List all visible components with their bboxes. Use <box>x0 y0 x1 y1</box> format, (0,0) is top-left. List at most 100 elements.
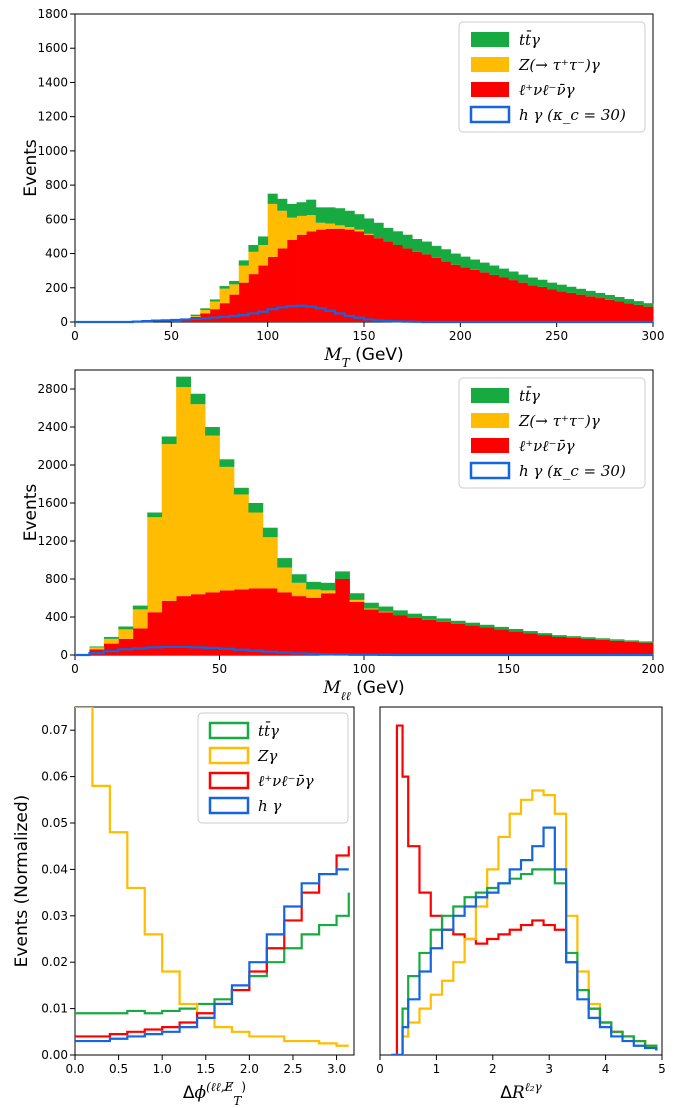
bar-ttgamma <box>595 638 611 640</box>
bar-wwgamma <box>219 303 230 322</box>
y-tick-label: 200 <box>45 281 68 295</box>
legend-swatch <box>471 438 509 453</box>
bar-ttgamma <box>238 260 249 266</box>
bar-wwgamma <box>402 248 413 322</box>
bar-ttgamma <box>450 620 466 624</box>
bar-wwgamma <box>103 643 119 655</box>
bar-wwgamma <box>171 321 182 322</box>
bar-wwgamma <box>547 289 558 322</box>
legend-label: h γ (κ_c = 30) <box>519 106 626 124</box>
bar-ttgamma <box>465 622 480 626</box>
x-tick-label: 50 <box>212 662 227 676</box>
chart-mt: 0 50 100 150 200 250 300 0 200 400 600 800 1000 1200 1… <box>21 7 664 370</box>
bar-wwgamma <box>527 285 538 322</box>
bar-wwgamma <box>494 629 509 655</box>
legend-swatch <box>208 796 250 815</box>
legend-swatch <box>471 32 509 47</box>
x-tick-label: 250 <box>545 329 568 343</box>
bar-ttgamma <box>383 227 394 242</box>
y-tick-label: 1000 <box>37 144 68 158</box>
plot-frame <box>379 706 663 1056</box>
bar-ttgamma <box>508 628 524 632</box>
bar-wwgamma <box>518 282 529 322</box>
bar-wwgamma <box>344 229 355 322</box>
line-hgamma <box>75 868 349 1043</box>
bar-ttgamma <box>547 282 558 290</box>
y-tick-label: 0.01 <box>41 1002 68 1016</box>
bar-zgamma <box>229 284 240 295</box>
bar-wwgamma <box>306 231 317 322</box>
bar-wwgamma <box>205 592 220 655</box>
y-tick-label: 0.00 <box>41 1048 68 1062</box>
bar-wwgamma <box>436 621 452 655</box>
bar-zgamma <box>161 444 177 601</box>
bar-zgamma <box>364 608 379 610</box>
legend-label: tt̄γ <box>519 387 540 405</box>
bar-wwgamma <box>450 623 466 655</box>
bar-wwgamma <box>248 274 259 322</box>
bar-wwgamma <box>364 234 375 322</box>
bar-ttgamma <box>277 558 293 568</box>
bar-wwgamma <box>508 631 524 655</box>
x-tick-label: 3 <box>545 1062 553 1076</box>
bar-zgamma <box>267 203 278 257</box>
y-tick-label: 1600 <box>37 496 68 510</box>
bar-ttgamma <box>354 214 365 230</box>
bar-ttgamma <box>325 207 336 224</box>
y-tick-label: 1600 <box>37 41 68 55</box>
bar-wwgamma <box>556 291 567 322</box>
bar-ttgamma <box>638 641 654 643</box>
bar-wwgamma <box>609 640 625 655</box>
bar-ttgamma <box>219 286 230 289</box>
y-tick-label: 0.04 <box>41 862 68 876</box>
bar-ttgamma <box>267 193 278 204</box>
x-axis-label: MT (GeV) <box>323 345 403 370</box>
bar-wwgamma <box>595 298 606 322</box>
bar-ttgamma <box>103 636 119 639</box>
bar-zgamma <box>306 589 322 598</box>
bar-ttgamma <box>344 210 355 228</box>
bar-ttgamma <box>205 427 220 436</box>
bar-zgamma <box>335 225 346 229</box>
y-tick-label: 2000 <box>37 458 68 472</box>
x-tick-label: 50 <box>164 329 179 343</box>
overlay-line-h-gamma <box>75 304 653 324</box>
bar-ttgamma <box>614 297 625 302</box>
x-tick-label: 200 <box>642 662 665 676</box>
y-tick-label: 2800 <box>37 382 68 396</box>
bar-ttgamma <box>286 203 297 218</box>
y-tick-label: 0.07 <box>41 723 68 737</box>
bar-wwgamma <box>238 282 249 322</box>
legend-label: tt̄γ <box>519 31 540 49</box>
bar-ttgamma <box>450 253 461 265</box>
bar-wwgamma <box>412 251 423 322</box>
legend-label: tt̄γ <box>258 722 279 740</box>
legend-swatch <box>471 413 509 428</box>
bar-zgamma <box>277 210 288 249</box>
x-tick-label: 200 <box>449 329 472 343</box>
bar-zgamma <box>147 517 163 613</box>
chart-dr: 0 1 2 3 4 5 ΔRℓ₂γ <box>376 706 666 1103</box>
bar-ttgamma <box>335 571 350 579</box>
legend-swatch <box>471 388 509 403</box>
bar-ttgamma <box>349 593 365 600</box>
bar-zgamma <box>219 288 230 304</box>
bar-wwgamma <box>566 292 577 322</box>
bar-zgamma <box>296 215 307 235</box>
bar-ttgamma <box>233 487 249 495</box>
bar-ttgamma <box>378 606 394 612</box>
bar-zgamma <box>325 223 336 229</box>
bar-wwgamma <box>118 638 134 655</box>
bar-wwgamma <box>421 619 437 655</box>
y-tick-label: 0.03 <box>41 909 68 923</box>
chart-dphi: 0.0 0.5 1.0 1.5 2.0 2.5 3.0 0.00 0.01 0.02 0.03 0.0… <box>12 706 355 1108</box>
bar-ttgamma <box>392 231 403 245</box>
bar-wwgamma <box>335 579 350 655</box>
legend-label: ℓ⁺νℓ⁻ν̄γ <box>258 772 314 790</box>
x-tick-label: 150 <box>353 329 376 343</box>
bar-ttgamma <box>522 631 538 634</box>
legend <box>458 377 646 489</box>
bar-ttgamma <box>407 613 423 618</box>
x-tick-label: 300 <box>642 329 665 343</box>
bar-ttgamma <box>421 241 432 255</box>
